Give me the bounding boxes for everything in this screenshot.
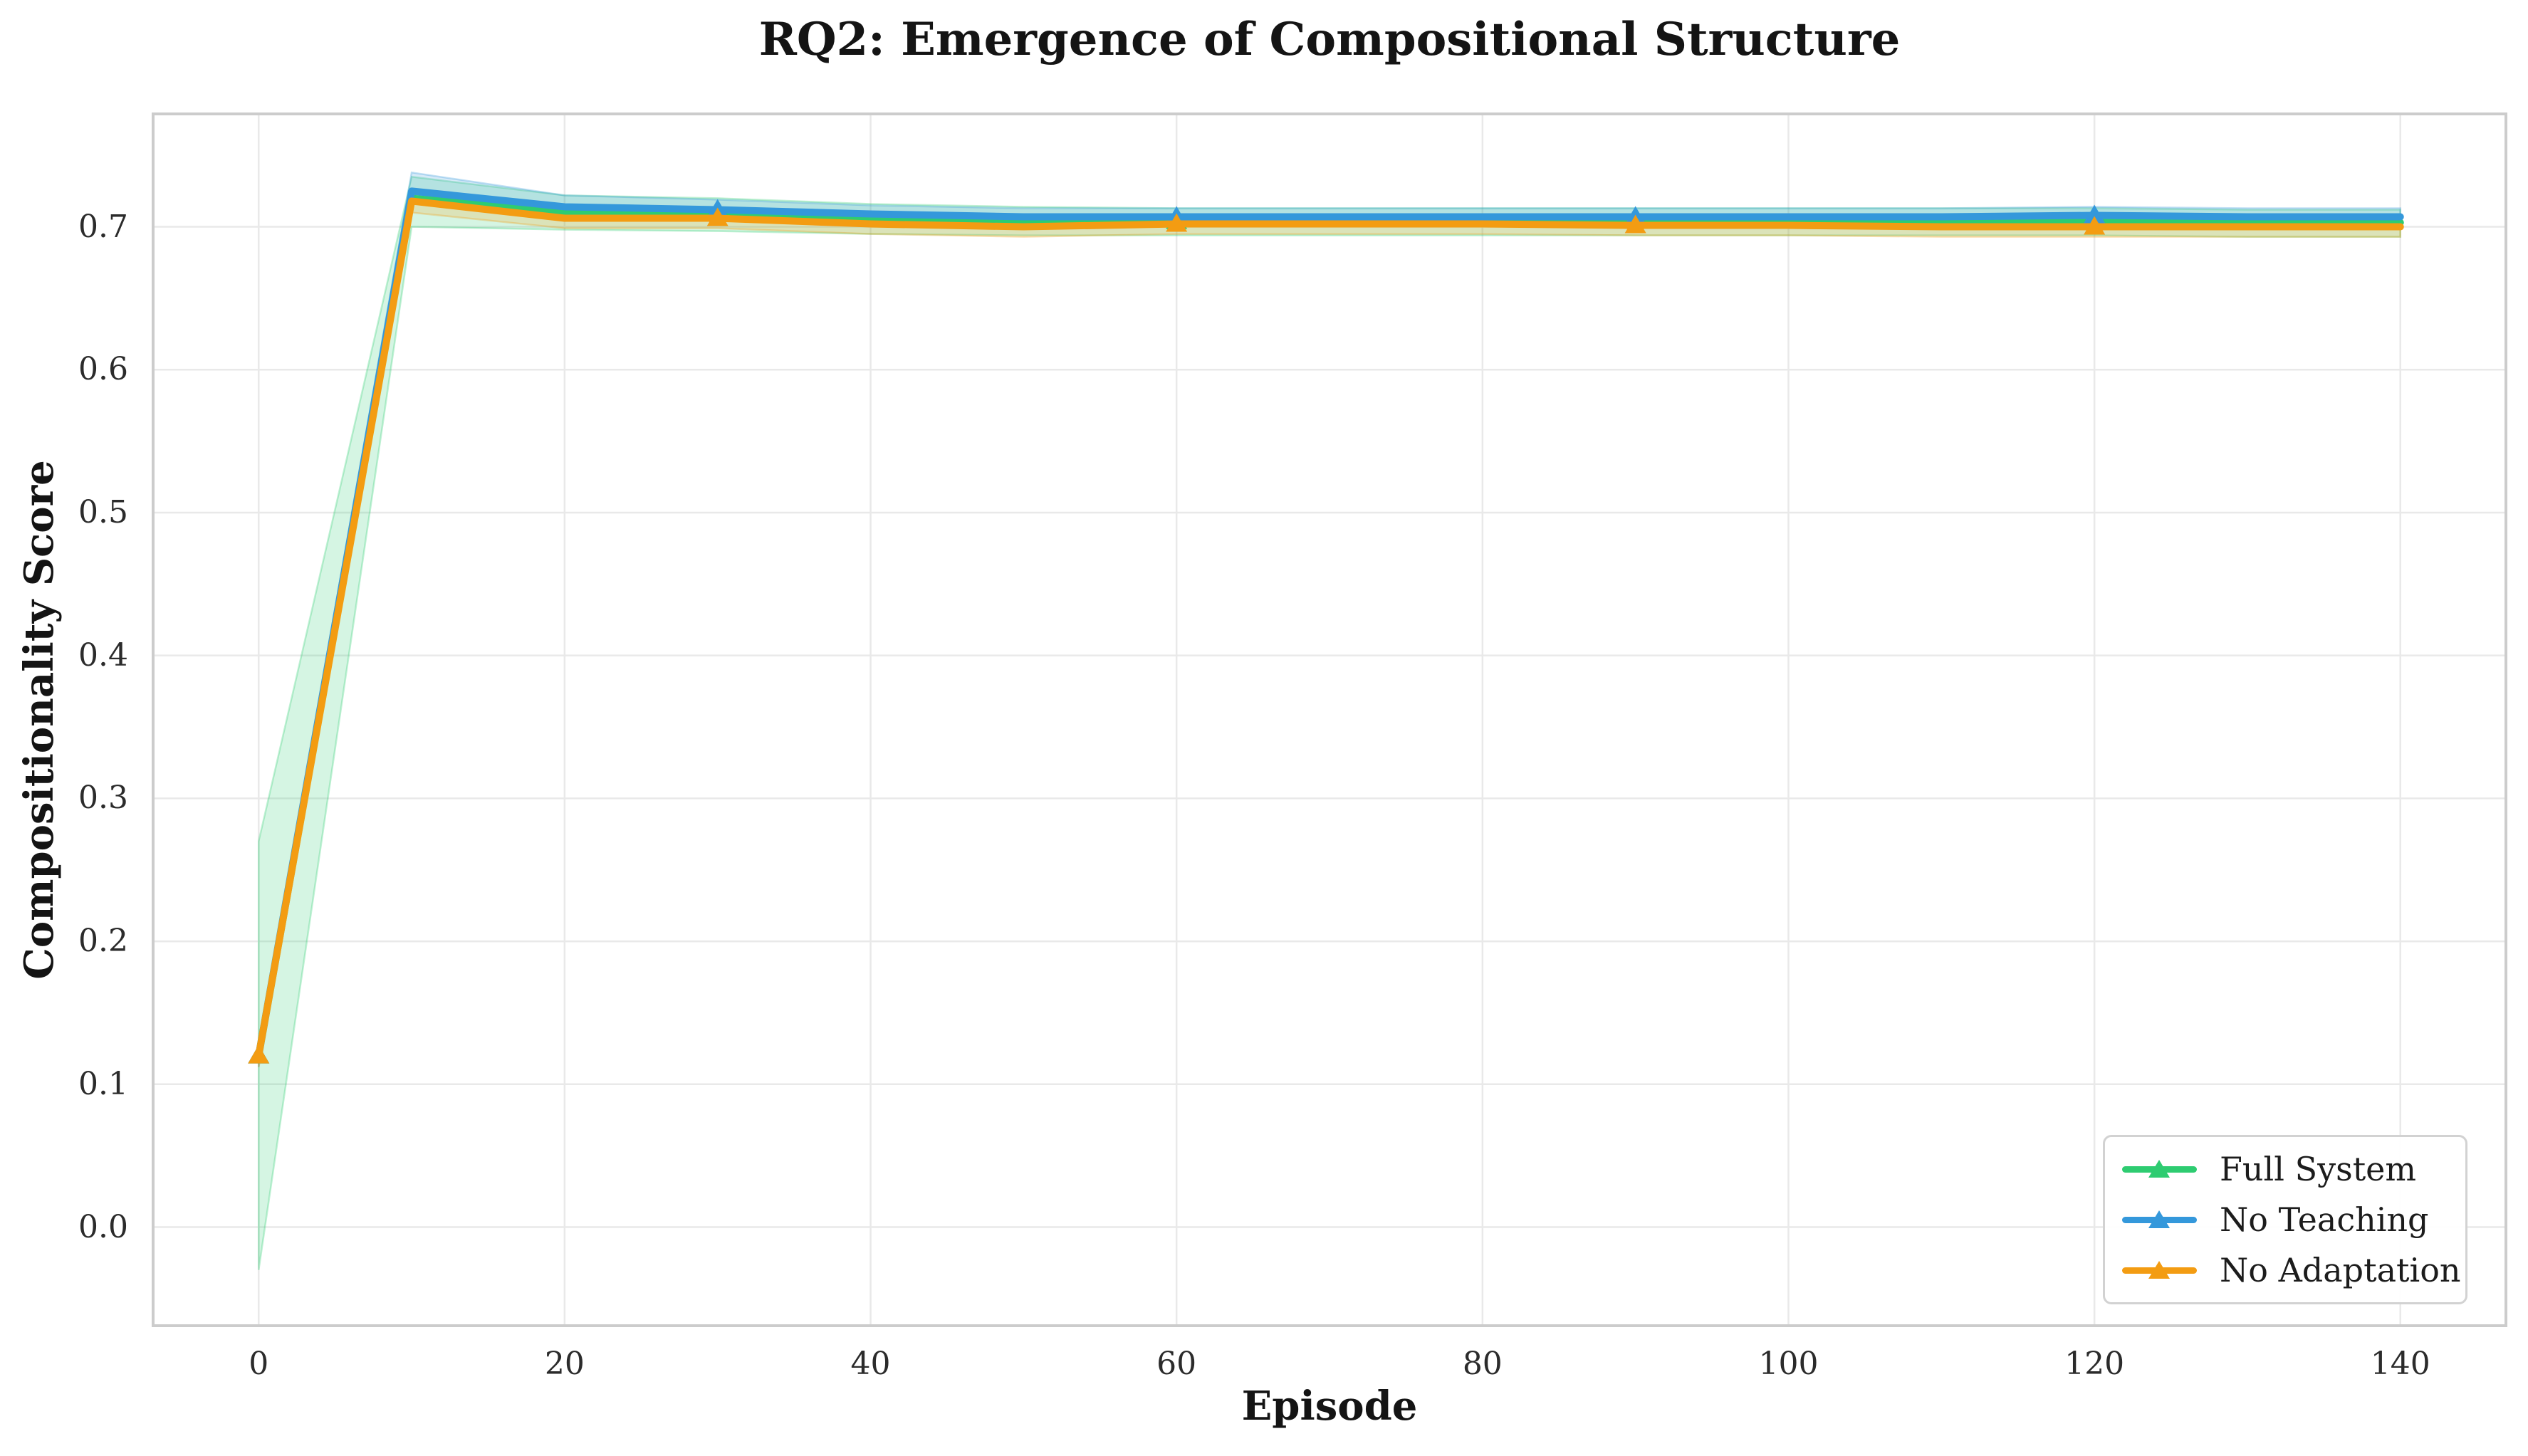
y-tick-label: 0.2 xyxy=(78,923,128,960)
triangle-marker-icon xyxy=(2148,1210,2170,1228)
legend-line-sample xyxy=(2122,1258,2197,1282)
triangle-marker-no-adaptation xyxy=(248,1044,270,1064)
x-tick-label: 60 xyxy=(1156,1346,1197,1382)
y-tick-label: 0.7 xyxy=(78,208,128,245)
y-tick-label: 0.1 xyxy=(78,1065,128,1102)
y-tick-label: 0.6 xyxy=(78,351,128,388)
series-line-no-adaptation xyxy=(255,197,2404,1059)
legend-entry-no-teaching: No Teaching xyxy=(2122,1197,2448,1242)
triangle-marker-icon xyxy=(2148,1160,2170,1178)
x-tick-label: 140 xyxy=(2370,1346,2430,1382)
legend-entry-no-adaptation: No Adaptation xyxy=(2122,1247,2461,1293)
legend-label: Full System xyxy=(2220,1150,2417,1189)
confidence-band-no-adaptation xyxy=(257,192,2402,1067)
legend-entry-full-system: Full System xyxy=(2122,1146,2448,1192)
legend-label: No Adaptation xyxy=(2220,1250,2461,1289)
axes-spines xyxy=(152,112,2507,1327)
triangle-marker-no-adaptation xyxy=(1166,213,1188,232)
x-tick-label: 80 xyxy=(1462,1346,1503,1382)
x-tick-label: 100 xyxy=(1758,1346,1819,1382)
legend-line-sample xyxy=(2122,1157,2197,1181)
legend: Full System No Teaching No Adaptation xyxy=(2103,1135,2467,1304)
x-tick-label: 120 xyxy=(2064,1346,2125,1382)
series-line-full-system xyxy=(255,194,2404,1059)
y-tick-label: 0.3 xyxy=(78,780,128,817)
legend-label: No Teaching xyxy=(2220,1200,2429,1239)
x-tick-label: 40 xyxy=(850,1346,891,1382)
y-tick-label: 0.0 xyxy=(78,1208,128,1245)
x-axis-label: Episode xyxy=(1241,1383,1418,1430)
triangle-marker-no-adaptation xyxy=(2084,216,2106,235)
chart-title: RQ2: Emergence of Compositional Structur… xyxy=(758,13,1901,66)
legend-line-sample xyxy=(2122,1208,2197,1232)
triangle-marker-no-teaching xyxy=(2084,204,2106,224)
triangle-marker-no-adaptation xyxy=(1624,214,1646,234)
series-line-no-teaching xyxy=(255,187,2404,1059)
confidence-band-full-system xyxy=(257,175,2402,1270)
y-tick-label: 0.4 xyxy=(78,637,128,674)
x-tick-label: 0 xyxy=(249,1346,269,1382)
x-tick-label: 20 xyxy=(544,1346,585,1382)
confidence-band-no-teaching xyxy=(257,171,2402,1067)
triangle-marker-no-adaptation xyxy=(706,207,728,226)
y-tick-label: 0.5 xyxy=(78,493,128,530)
triangle-marker-icon xyxy=(2148,1260,2170,1279)
